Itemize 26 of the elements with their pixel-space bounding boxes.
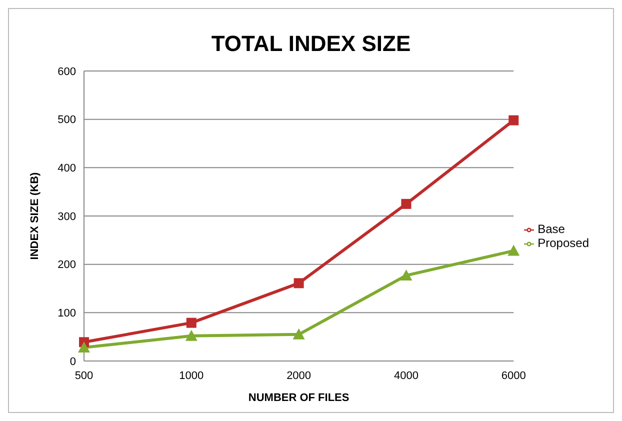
y-tick-label: 400 bbox=[58, 162, 76, 175]
y-tick-label: 500 bbox=[58, 114, 76, 126]
point bbox=[401, 198, 412, 209]
point bbox=[186, 318, 196, 328]
y-tick-label: 200 bbox=[58, 259, 76, 272]
chart-title: TOTAL INDEX SIZE bbox=[210, 31, 412, 58]
x-tick-label: 2000 bbox=[286, 370, 312, 382]
x-axis-title: NUMBER OF FILES bbox=[248, 392, 350, 404]
x-tick-label: 4000 bbox=[394, 370, 418, 382]
point bbox=[508, 244, 520, 256]
y-tick-label: 600 bbox=[58, 66, 76, 78]
point bbox=[294, 278, 304, 288]
point bbox=[400, 269, 412, 280]
point bbox=[78, 341, 90, 352]
x-tick-label: 500 bbox=[74, 370, 94, 382]
point bbox=[185, 330, 198, 341]
x-tick-label: 6000 bbox=[501, 370, 526, 382]
legend-label: Proposed bbox=[538, 236, 589, 250]
y-tick-label: 300 bbox=[58, 210, 76, 223]
legend-label: Base bbox=[538, 222, 565, 236]
point bbox=[508, 115, 519, 126]
point bbox=[292, 328, 305, 340]
y-tick-label: 0 bbox=[70, 356, 76, 368]
x-tick-label: 1000 bbox=[179, 370, 204, 382]
y-tick-label: 100 bbox=[58, 308, 76, 320]
y-axis-title: INDEX SIZE (KB) bbox=[28, 172, 41, 260]
